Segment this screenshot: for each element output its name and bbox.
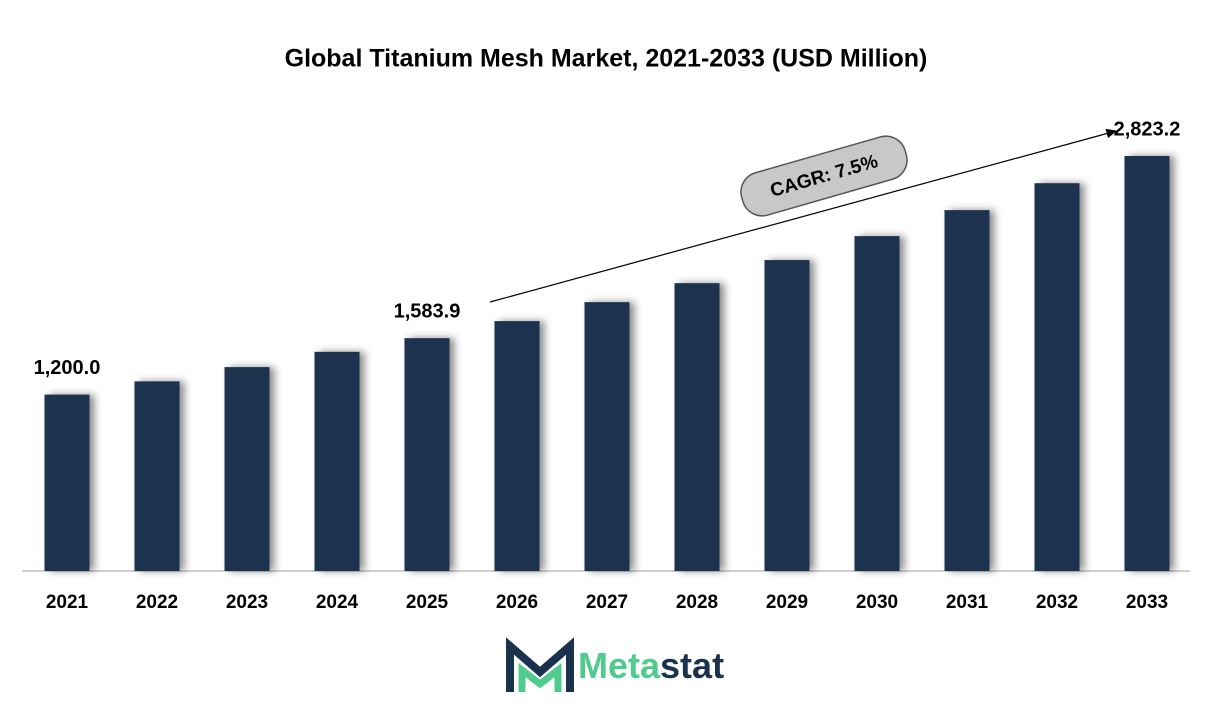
- x-tick-label: 2023: [226, 592, 268, 613]
- value-label: 1,200.0: [34, 357, 101, 379]
- value-label: 1,583.9: [394, 300, 461, 322]
- bar: [134, 381, 180, 571]
- logo-text: Metastat: [578, 645, 724, 686]
- value-label: 2,823.2: [1114, 118, 1181, 140]
- chart-title: Global Titanium Mesh Market, 2021-2033 (…: [285, 45, 928, 73]
- bar: [1034, 183, 1080, 572]
- bar: [764, 260, 810, 571]
- bar: [674, 283, 720, 571]
- x-tick-label: 2029: [766, 592, 808, 613]
- cagr-badge: CAGR: 7.5%: [740, 135, 908, 217]
- x-tick-label: 2021: [46, 592, 89, 613]
- logo-part: stat: [660, 645, 724, 686]
- bar: [1124, 155, 1170, 571]
- bar: [494, 321, 540, 571]
- logo-part: Meta: [578, 645, 661, 686]
- bar: [944, 210, 990, 572]
- bar: [224, 367, 270, 571]
- bar: [854, 236, 900, 571]
- logo-icon: [506, 637, 574, 692]
- cagr-pill: [740, 135, 908, 217]
- x-tick-label: 2031: [946, 592, 989, 613]
- bar: [314, 351, 360, 571]
- bar: [44, 394, 90, 571]
- x-tick-label: 2030: [856, 592, 898, 613]
- cagr-arrow: [489, 128, 1118, 303]
- x-tick-label: 2033: [1126, 592, 1168, 613]
- bar: [584, 302, 630, 571]
- x-tick-label: 2025: [406, 592, 449, 613]
- bar: [404, 338, 450, 571]
- x-tick-label: 2026: [496, 592, 538, 613]
- x-tick-label: 2022: [136, 592, 178, 613]
- x-tick-label: 2032: [1036, 592, 1078, 613]
- x-tick-label: 2027: [586, 592, 628, 613]
- x-tick-label: 2028: [676, 592, 718, 613]
- x-tick-label: 2024: [316, 592, 359, 613]
